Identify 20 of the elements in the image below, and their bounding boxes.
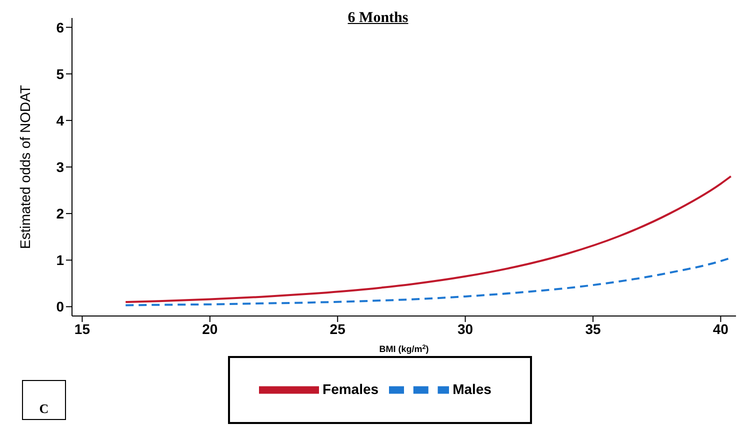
x-tick-label: 15 bbox=[74, 320, 90, 337]
y-axis-title: Estimated odds of NODAT bbox=[17, 84, 33, 249]
x-tick-label: 30 bbox=[458, 320, 474, 337]
x-tick-label: 35 bbox=[585, 320, 601, 337]
x-tick-label: 40 bbox=[712, 320, 729, 337]
y-tick-label: 4 bbox=[56, 112, 64, 128]
line-series bbox=[124, 175, 732, 304]
legend-label: Males bbox=[452, 381, 492, 398]
y-tick-label: 0 bbox=[56, 298, 64, 315]
chart-title: 6 Months bbox=[348, 10, 408, 26]
y-tick-label: 3 bbox=[56, 158, 64, 175]
text: C bbox=[22, 380, 66, 420]
x-tick-label: 25 bbox=[330, 320, 346, 337]
y-tick-label: 5 bbox=[56, 66, 64, 82]
y-tick-label: 6 bbox=[56, 19, 64, 36]
y-tick-label: 1 bbox=[56, 252, 64, 268]
x-tick-label: 20 bbox=[202, 320, 218, 337]
y-tick-label: 2 bbox=[56, 206, 64, 222]
x-axis-title: BMI (kg/m$^{2}$) bbox=[379, 344, 429, 354]
legend-label: Females bbox=[322, 381, 379, 398]
